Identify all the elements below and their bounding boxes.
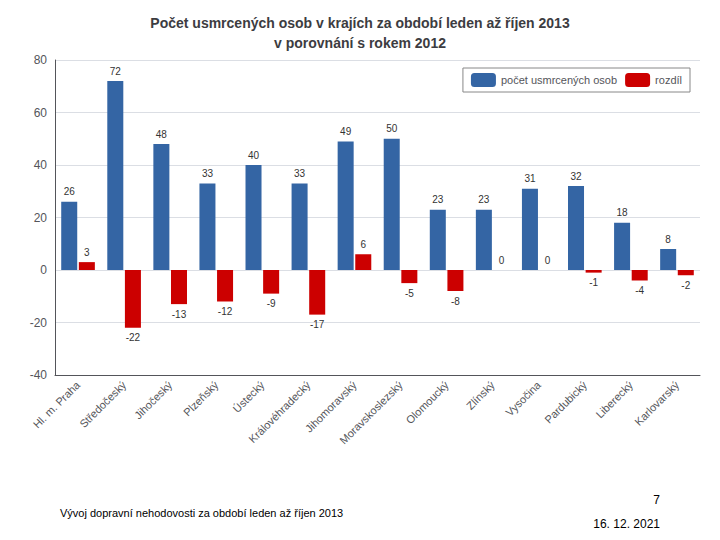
svg-text:Pardubický: Pardubický — [542, 378, 589, 425]
svg-text:26: 26 — [64, 186, 76, 197]
svg-text:7: 7 — [653, 493, 660, 507]
svg-text:-20: -20 — [30, 316, 48, 330]
svg-text:-5: -5 — [405, 288, 414, 299]
svg-text:18: 18 — [617, 207, 629, 218]
svg-text:Královéhradecký: Královéhradecký — [246, 378, 313, 445]
svg-text:16. 12. 2021: 16. 12. 2021 — [593, 517, 660, 531]
svg-text:49: 49 — [340, 126, 352, 137]
svg-text:Karlovarský: Karlovarský — [632, 378, 681, 427]
svg-text:0: 0 — [40, 263, 47, 277]
svg-text:-9: -9 — [267, 298, 276, 309]
svg-text:80: 80 — [34, 53, 48, 67]
svg-text:Vysočina: Vysočina — [503, 378, 543, 418]
svg-text:Ústecký: Ústecký — [230, 378, 266, 414]
svg-text:Středočeský: Středočeský — [77, 378, 129, 430]
svg-text:60: 60 — [34, 106, 48, 120]
svg-text:48: 48 — [156, 129, 168, 140]
svg-text:Moravskoslezský: Moravskoslezský — [337, 378, 405, 446]
svg-text:Hl. m. Praha: Hl. m. Praha — [31, 378, 83, 430]
svg-text:-1: -1 — [589, 277, 598, 288]
svg-text:33: 33 — [202, 168, 214, 179]
svg-text:-17: -17 — [310, 319, 325, 330]
svg-text:rozdíl: rozdíl — [655, 74, 682, 86]
svg-text:počet usmrcených osob: počet usmrcených osob — [501, 74, 617, 86]
svg-text:Vývoj dopravní nehodovosti za: Vývoj dopravní nehodovosti za období led… — [60, 507, 343, 519]
svg-text:40: 40 — [248, 150, 260, 161]
svg-text:-4: -4 — [635, 285, 644, 296]
svg-text:Jihomoravský: Jihomoravský — [302, 378, 359, 435]
svg-text:Liberecký: Liberecký — [593, 378, 635, 420]
svg-text:20: 20 — [34, 211, 48, 225]
svg-text:-40: -40 — [30, 368, 48, 382]
svg-text:40: 40 — [34, 158, 48, 172]
svg-text:v porovnání s rokem 2012: v porovnání s rokem 2012 — [274, 35, 446, 51]
svg-text:31: 31 — [524, 173, 536, 184]
svg-text:0: 0 — [545, 255, 551, 266]
svg-text:-22: -22 — [126, 332, 141, 343]
svg-text:33: 33 — [294, 168, 306, 179]
svg-text:Olomoucký: Olomoucký — [404, 378, 452, 426]
svg-text:72: 72 — [110, 66, 122, 77]
svg-text:0: 0 — [499, 255, 505, 266]
svg-text:Zlínský: Zlínský — [464, 378, 497, 411]
svg-text:Jihočeský: Jihočeský — [132, 378, 175, 421]
svg-text:6: 6 — [360, 239, 366, 250]
svg-text:23: 23 — [478, 194, 490, 205]
svg-text:-8: -8 — [451, 296, 460, 307]
svg-text:-2: -2 — [681, 280, 690, 291]
svg-text:3: 3 — [84, 247, 90, 258]
svg-text:Počet usmrcených osob v krajíc: Počet usmrcených osob v krajích za obdob… — [150, 15, 570, 31]
svg-text:Plzeňský: Plzeňský — [181, 378, 221, 418]
svg-text:50: 50 — [386, 123, 398, 134]
svg-text:32: 32 — [570, 171, 582, 182]
svg-text:23: 23 — [432, 194, 444, 205]
svg-text:8: 8 — [665, 234, 671, 245]
svg-text:-13: -13 — [172, 309, 187, 320]
svg-text:-12: -12 — [218, 306, 233, 317]
